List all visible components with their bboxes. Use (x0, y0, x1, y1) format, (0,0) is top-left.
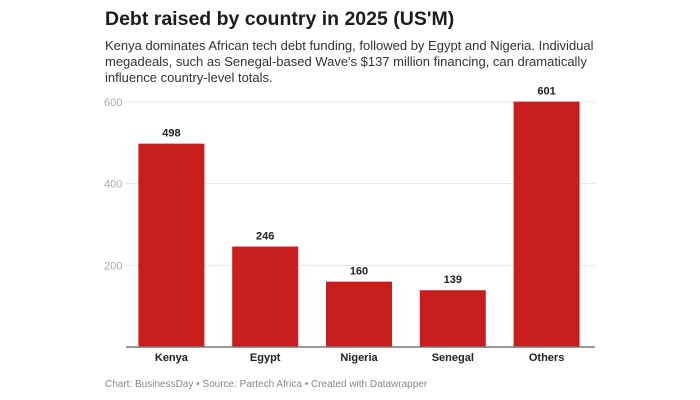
x-tick-label: Nigeria (340, 352, 378, 364)
chart-title: Debt raised by country in 2025 (US'M) (105, 8, 455, 30)
bar-egypt (232, 246, 299, 347)
bar-others (513, 101, 580, 347)
data-label: 246 (256, 231, 274, 243)
bar-kenya (138, 143, 205, 347)
y-tick-label: 200 (104, 260, 122, 272)
data-label: 139 (444, 274, 462, 286)
data-label: 601 (537, 86, 555, 98)
x-tick-label: Egypt (250, 352, 281, 364)
y-tick-label: 600 (104, 97, 122, 109)
x-tick-label: Others (529, 352, 564, 364)
x-tick-label: Kenya (155, 352, 189, 364)
x-tick-label: Senegal (432, 352, 474, 364)
bar-nigeria (326, 281, 392, 347)
y-tick-label: 400 (104, 179, 122, 191)
bar-senegal (419, 290, 486, 347)
data-label: 160 (350, 266, 368, 278)
chart-subtitle: Kenya dominates African tech debt fundin… (105, 38, 594, 85)
chart-footer: Chart: BusinessDay • Source: Partech Afr… (105, 379, 428, 390)
data-label: 498 (162, 128, 180, 140)
